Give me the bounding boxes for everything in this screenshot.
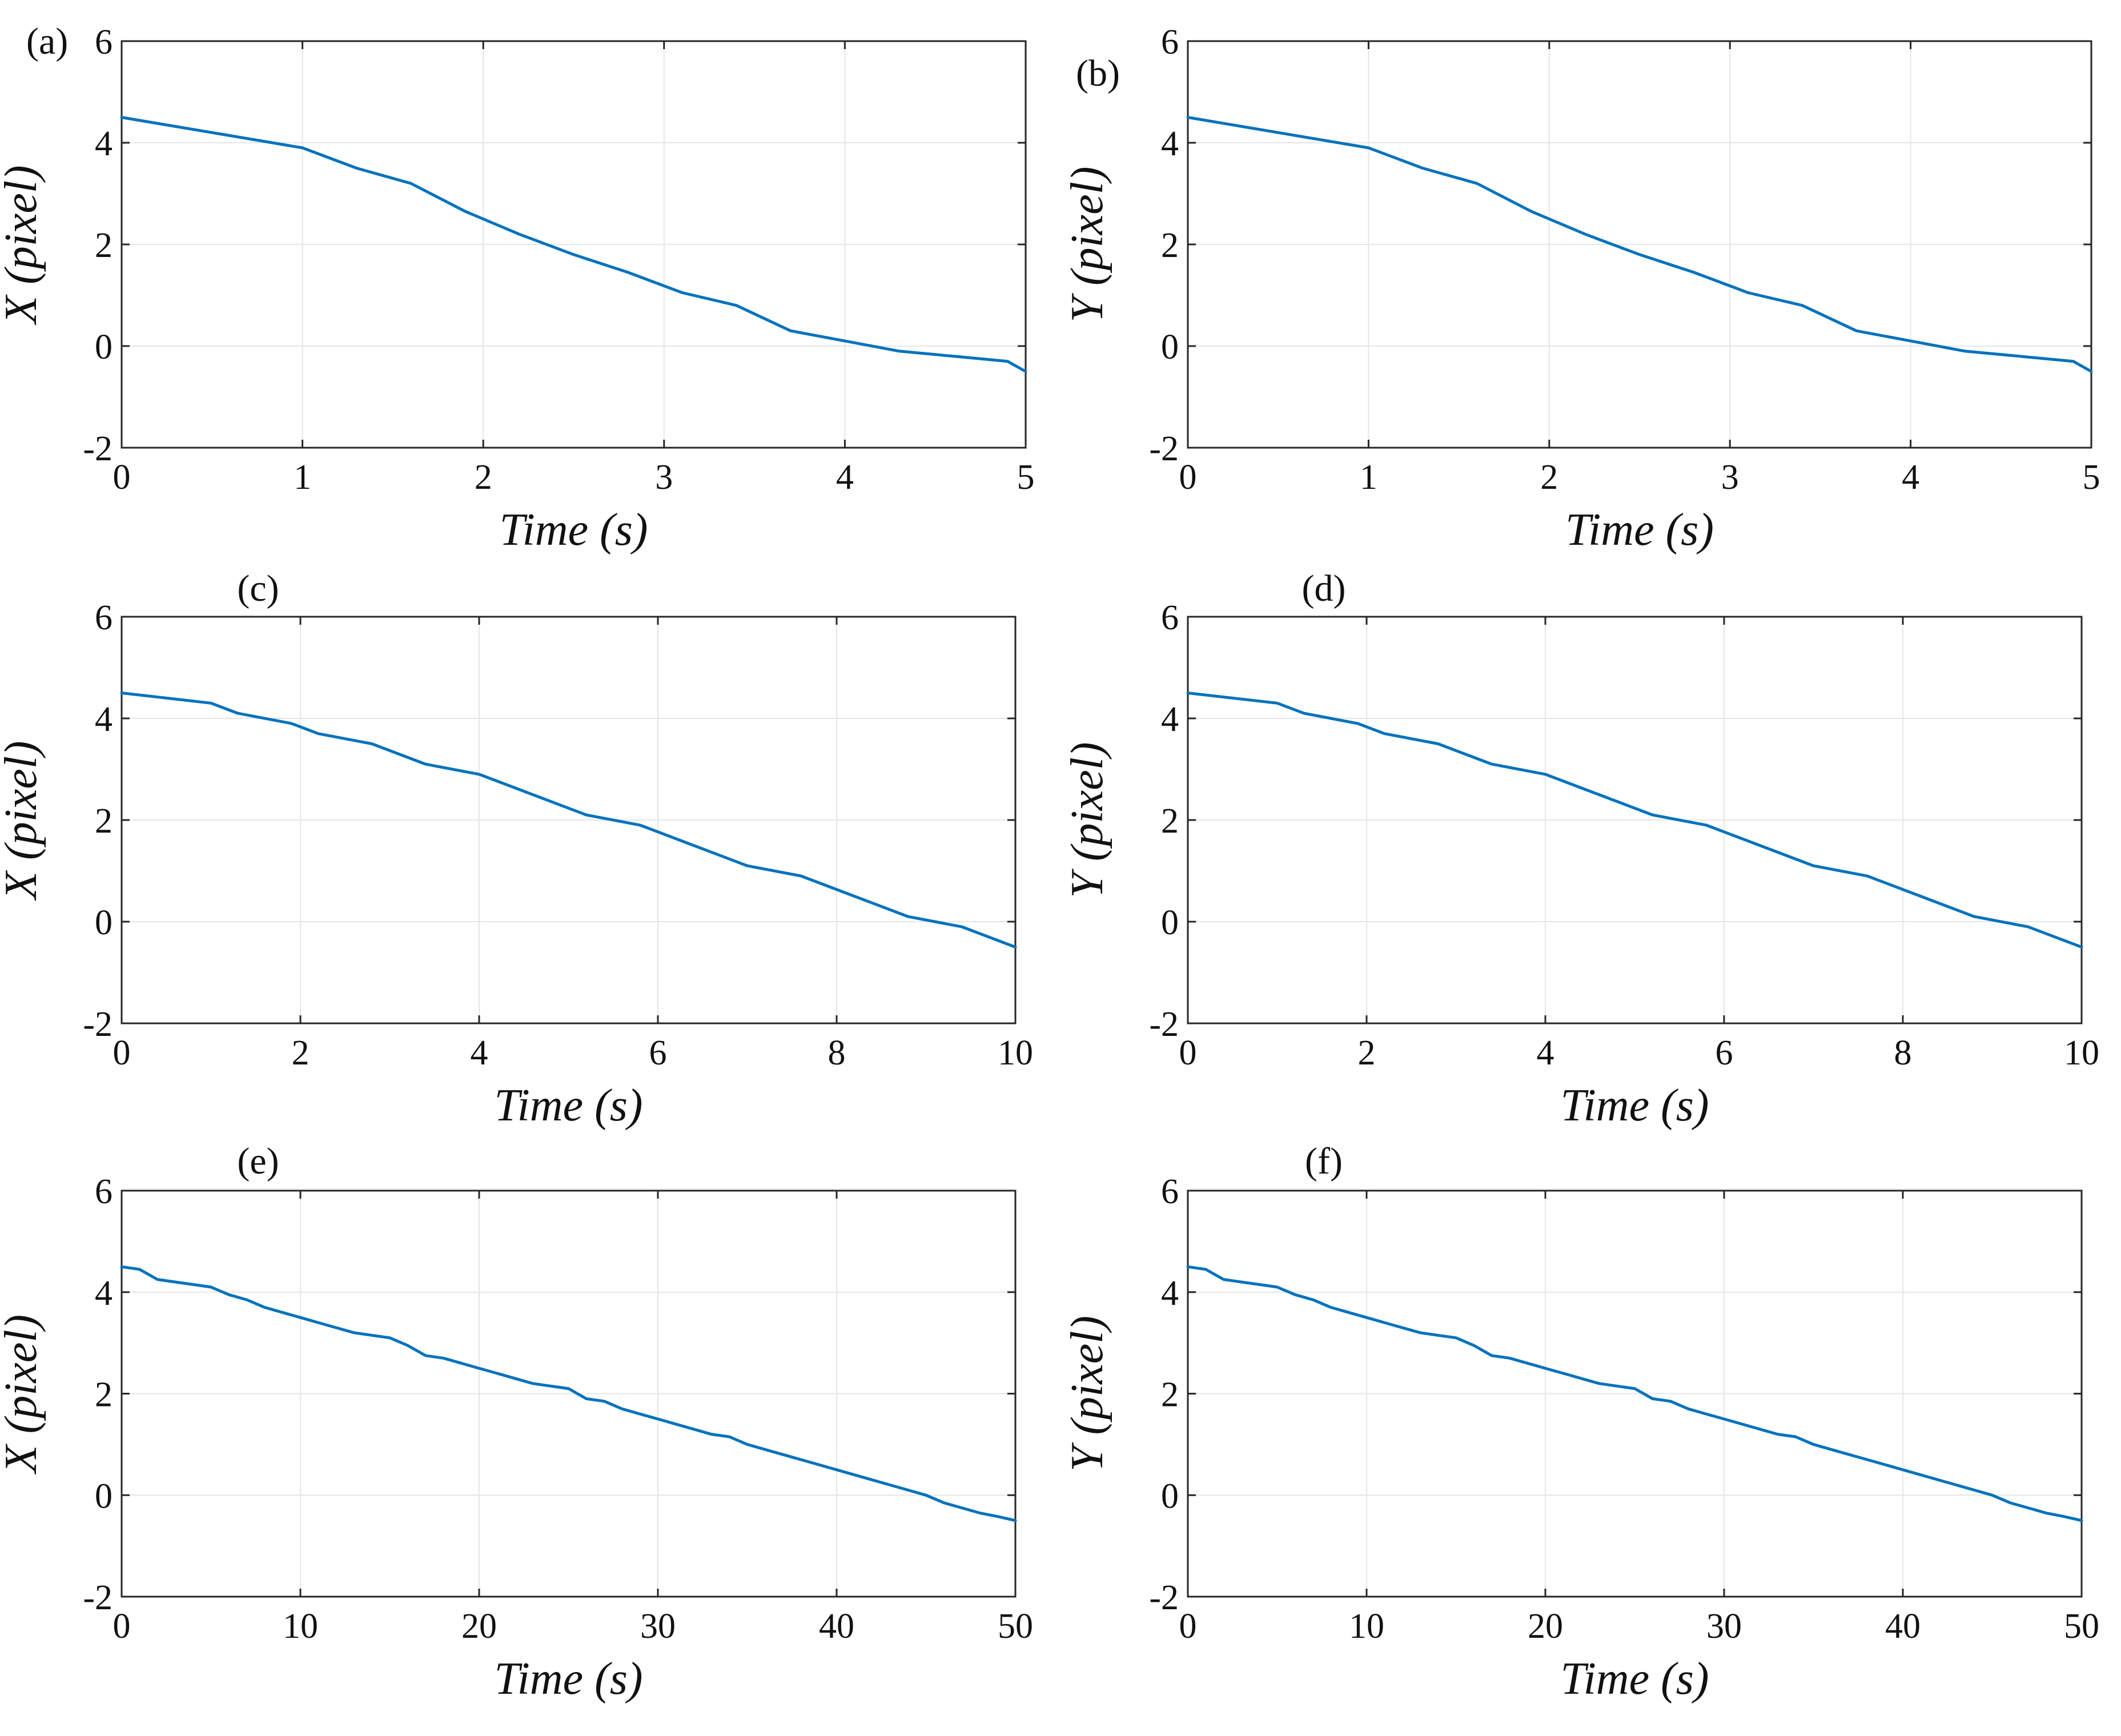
y-tick-label: 6 xyxy=(95,23,113,62)
x-tick-label: 2 xyxy=(475,458,492,497)
x-tick-label: 3 xyxy=(1721,458,1739,497)
x-tick-label: 0 xyxy=(113,1607,131,1646)
y-tick-label: 0 xyxy=(95,328,113,367)
y-tick-label: 2 xyxy=(95,802,113,841)
x-axis-label: Time (s) xyxy=(500,505,648,555)
x-tick-label: 10 xyxy=(2064,1034,2099,1072)
y-tick-label: 2 xyxy=(1161,802,1179,841)
y-tick-label: 0 xyxy=(95,903,113,942)
y-axis-label: X (pixel) xyxy=(0,165,46,326)
y-tick-label: 6 xyxy=(95,598,113,637)
x-axis-label: Time (s) xyxy=(1561,1654,1709,1704)
y-tick-label: 6 xyxy=(95,1172,113,1211)
x-tick-label: 4 xyxy=(471,1034,488,1072)
y-axis-label: Y (pixel) xyxy=(1062,166,1112,322)
y-axis-label: X (pixel) xyxy=(0,741,46,901)
x-tick-label: 2 xyxy=(292,1034,310,1072)
y-tick-label: -2 xyxy=(83,1578,113,1617)
x-tick-label: 10 xyxy=(998,1034,1033,1072)
x-axis-label: Time (s) xyxy=(495,1080,643,1131)
y-tick-label: 0 xyxy=(1161,328,1179,367)
panel-label: (c) xyxy=(237,568,279,609)
x-tick-label: 6 xyxy=(649,1034,667,1072)
y-tick-label: 2 xyxy=(95,1376,113,1414)
y-tick-label: 4 xyxy=(1161,1274,1179,1313)
y-tick-label: 4 xyxy=(95,124,113,163)
y-tick-label: 4 xyxy=(1161,700,1179,739)
series-line xyxy=(1186,116,2093,373)
x-tick-label: 5 xyxy=(1017,458,1035,497)
x-tick-label: 10 xyxy=(1349,1607,1384,1646)
y-tick-label: 0 xyxy=(1161,1477,1179,1516)
series-line xyxy=(1186,1265,2083,1522)
y-tick-label: 2 xyxy=(95,226,113,265)
x-tick-label: 20 xyxy=(461,1607,497,1646)
panel-label: (b) xyxy=(1076,53,1120,94)
x-tick-label: 4 xyxy=(1537,1034,1554,1072)
y-tick-label: -2 xyxy=(83,429,113,468)
y-tick-label: 4 xyxy=(95,700,113,739)
y-tick-label: 2 xyxy=(1161,226,1179,265)
series-line xyxy=(1186,692,2083,949)
y-tick-label: 4 xyxy=(1161,124,1179,163)
y-tick-label: 4 xyxy=(95,1274,113,1313)
x-tick-label: 8 xyxy=(828,1034,846,1072)
x-tick-label: 4 xyxy=(1902,458,1919,497)
y-tick-label: -2 xyxy=(1149,1005,1179,1044)
x-tick-label: 1 xyxy=(294,458,311,497)
x-axis-label: Time (s) xyxy=(1565,505,1714,555)
y-axis-label: X (pixel) xyxy=(0,1315,46,1475)
y-tick-label: -2 xyxy=(1149,429,1179,468)
x-tick-label: 50 xyxy=(2064,1607,2099,1646)
x-tick-label: 0 xyxy=(1179,458,1197,497)
x-tick-label: 40 xyxy=(819,1607,854,1646)
x-tick-label: 2 xyxy=(1540,458,1558,497)
x-tick-label: 20 xyxy=(1528,1607,1563,1646)
series-line xyxy=(120,1265,1017,1522)
x-tick-label: 0 xyxy=(1179,1034,1197,1072)
y-axis-label: Y (pixel) xyxy=(1062,742,1112,898)
x-tick-label: 5 xyxy=(2083,458,2100,497)
series-line xyxy=(120,116,1027,373)
x-tick-label: 40 xyxy=(1885,1607,1921,1646)
x-tick-label: 10 xyxy=(283,1607,318,1646)
y-axis-label: Y (pixel) xyxy=(1062,1316,1112,1472)
x-axis-label: Time (s) xyxy=(1561,1080,1709,1131)
x-tick-label: 0 xyxy=(1179,1607,1197,1646)
y-tick-label: 6 xyxy=(1161,23,1179,62)
series-line xyxy=(120,692,1017,949)
x-tick-label: 50 xyxy=(998,1607,1033,1646)
panel-label: (d) xyxy=(1302,568,1346,609)
x-tick-label: 4 xyxy=(836,458,854,497)
x-axis-label: Time (s) xyxy=(495,1654,643,1704)
x-tick-label: 30 xyxy=(640,1607,676,1646)
y-tick-label: 6 xyxy=(1161,1172,1179,1211)
x-tick-label: 30 xyxy=(1706,1607,1742,1646)
x-tick-label: 0 xyxy=(113,458,131,497)
x-tick-label: 1 xyxy=(1360,458,1377,497)
panel-label: (f) xyxy=(1305,1140,1343,1182)
panel-label: (a) xyxy=(26,21,68,62)
y-tick-label: 6 xyxy=(1161,598,1179,637)
x-tick-label: 8 xyxy=(1894,1034,1912,1072)
panel-label: (e) xyxy=(237,1140,279,1182)
y-tick-label: 0 xyxy=(95,1477,113,1516)
x-tick-label: 6 xyxy=(1716,1034,1733,1072)
x-tick-label: 0 xyxy=(113,1034,131,1072)
y-tick-label: 2 xyxy=(1161,1376,1179,1414)
x-tick-label: 2 xyxy=(1358,1034,1376,1072)
x-tick-label: 3 xyxy=(655,458,673,497)
y-tick-label: -2 xyxy=(83,1005,113,1044)
y-tick-label: 0 xyxy=(1161,903,1179,942)
y-tick-label: -2 xyxy=(1149,1578,1179,1617)
